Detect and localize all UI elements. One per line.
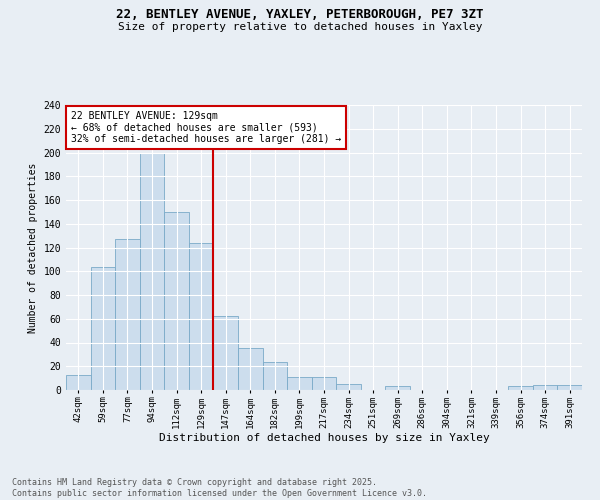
Bar — [238, 348, 263, 390]
Text: Size of property relative to detached houses in Yaxley: Size of property relative to detached ho… — [118, 22, 482, 32]
Bar — [557, 385, 582, 390]
Bar — [164, 212, 189, 390]
Bar — [214, 316, 238, 390]
Bar — [263, 362, 287, 390]
Text: Contains HM Land Registry data © Crown copyright and database right 2025.
Contai: Contains HM Land Registry data © Crown c… — [12, 478, 427, 498]
Text: 22 BENTLEY AVENUE: 129sqm
← 68% of detached houses are smaller (593)
32% of semi: 22 BENTLEY AVENUE: 129sqm ← 68% of detac… — [71, 110, 341, 144]
Bar — [287, 377, 312, 390]
Bar — [66, 374, 91, 390]
Y-axis label: Number of detached properties: Number of detached properties — [28, 162, 38, 332]
Bar — [533, 385, 557, 390]
Bar — [91, 266, 115, 390]
Bar — [508, 386, 533, 390]
Bar — [385, 386, 410, 390]
Bar — [189, 243, 214, 390]
Bar — [115, 239, 140, 390]
Bar — [336, 384, 361, 390]
Bar — [140, 152, 164, 390]
Text: 22, BENTLEY AVENUE, YAXLEY, PETERBOROUGH, PE7 3ZT: 22, BENTLEY AVENUE, YAXLEY, PETERBOROUGH… — [116, 8, 484, 20]
Bar — [312, 377, 336, 390]
X-axis label: Distribution of detached houses by size in Yaxley: Distribution of detached houses by size … — [158, 434, 490, 444]
